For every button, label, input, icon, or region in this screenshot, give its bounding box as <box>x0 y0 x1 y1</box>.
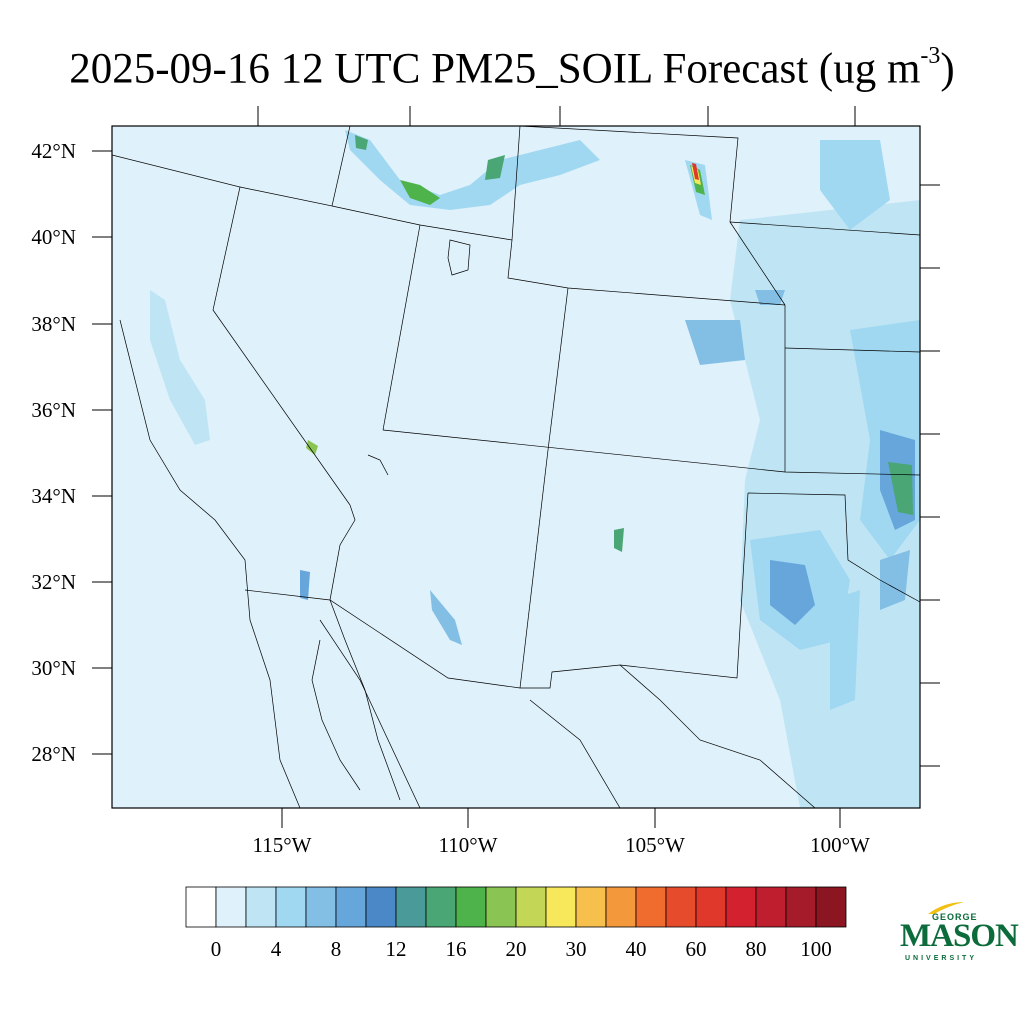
colorbar-swatch <box>695 886 727 928</box>
logo-line2: MASON <box>900 918 1019 954</box>
wyoming-nebraska-border <box>519 126 786 306</box>
colorbar <box>185 886 847 928</box>
kansas-oklahoma-border <box>784 347 920 353</box>
map-frame <box>111 125 921 809</box>
colorbar-swatch <box>725 886 757 928</box>
colorbar-swatch <box>635 886 667 928</box>
colorbar-swatch <box>485 886 517 928</box>
chart-title: 2025-09-16 12 UTC PM25_SOIL Forecast (ug… <box>0 30 1024 99</box>
rio-grande <box>619 664 816 808</box>
lat-label-30: 30°N <box>31 656 76 680</box>
colorbar-swatch <box>545 886 577 928</box>
boundaries <box>112 126 920 808</box>
colorbar-swatch <box>755 886 787 928</box>
colorbar-label: 8 <box>330 937 342 961</box>
colorbar-label: 16 <box>445 937 467 961</box>
baja-east-coast <box>329 599 401 801</box>
california-valley-region <box>150 290 210 445</box>
snake-plain-green <box>400 180 440 205</box>
arizona-california-border <box>329 504 356 601</box>
colorbar-swatch <box>455 886 487 928</box>
plains-streak-1 <box>830 590 860 710</box>
oklahoma-green-spot <box>888 462 913 515</box>
baja-spot <box>300 570 310 600</box>
colorbar-swatch <box>305 886 337 928</box>
colorbar-swatch <box>665 886 697 928</box>
lat-label-36: 36°N <box>31 398 76 422</box>
colorbar-swatch <box>395 886 427 928</box>
us-mexico-border <box>244 589 521 689</box>
colorbar-label: 4 <box>270 937 282 961</box>
lat-label-42: 42°N <box>31 139 76 163</box>
left-ticks <box>92 150 112 755</box>
colorbar-swatch <box>365 886 397 928</box>
colorbar-swatch <box>245 886 277 928</box>
arizona-spot <box>430 590 462 645</box>
colorbar-label: 80 <box>745 937 767 961</box>
lat-label-32: 32°N <box>31 570 76 594</box>
lon-label-105: 105°W <box>625 833 685 857</box>
california-nevada-border <box>112 154 351 506</box>
colorbar-swatch <box>275 886 307 928</box>
colorbar-label: 100 <box>800 937 832 961</box>
nebraska-medium-region <box>820 140 890 230</box>
colorbar-label: 30 <box>565 937 587 961</box>
colorbar-swatch <box>605 886 637 928</box>
wyoming-colorado-border <box>507 239 786 306</box>
colorbar-label: 12 <box>385 937 407 961</box>
colorbar-swatch <box>185 886 217 928</box>
lat-label-28: 28°N <box>31 742 76 766</box>
colorbar-swatch <box>515 886 547 928</box>
lat-label-38: 38°N <box>31 312 76 336</box>
colorbar-label: 0 <box>210 937 222 961</box>
utah-boundary <box>382 224 421 431</box>
colorbar-label: 20 <box>505 937 527 961</box>
lon-label-100: 100°W <box>810 833 870 857</box>
colorbar-label: 60 <box>685 937 707 961</box>
bottom-ticks <box>281 808 841 828</box>
colorado-medium-region <box>685 320 745 365</box>
great-salt-lake <box>447 239 471 276</box>
gmu-logo: GEORGE MASON UNIVERSITY <box>896 898 1019 970</box>
colorbar-swatch <box>815 886 847 928</box>
sea-of-cortez-coast <box>311 639 361 791</box>
logo-line1: GEORGE <box>932 912 978 922</box>
right-ticks <box>920 184 940 767</box>
top-ticks <box>257 106 856 126</box>
new-mexico-spot <box>614 528 624 552</box>
logo-swoosh-icon <box>928 902 964 914</box>
logo-line3: UNIVERSITY <box>905 955 978 962</box>
colorbar-swatch <box>425 886 457 928</box>
idaho-green-2 <box>355 135 368 150</box>
lon-label-110: 110°W <box>438 833 498 857</box>
title-main: 2025-09-16 12 UTC PM25_SOIL Forecast (ug… <box>69 45 921 93</box>
lat-label-40: 40°N <box>31 225 76 249</box>
mexico-state-line-1 <box>319 619 421 808</box>
idaho-utah-border <box>331 126 521 241</box>
nevada-spot <box>306 440 318 455</box>
idaho-green <box>485 155 505 180</box>
plains-streak-2 <box>880 550 910 610</box>
colorbar-swatch <box>335 886 367 928</box>
colorbar-label: 40 <box>625 937 647 961</box>
nebraska-kansas-border <box>729 221 920 236</box>
oklahoma-texas-border <box>747 492 920 603</box>
title-exponent: -3 <box>920 43 941 69</box>
lon-label-115: 115°W <box>252 833 312 857</box>
lat-label-34: 34°N <box>31 484 76 508</box>
arizona-newmexico-border <box>519 449 549 689</box>
lake-mead <box>367 454 389 476</box>
colorbar-swatch <box>215 886 247 928</box>
texas-dark-region <box>770 560 815 625</box>
california-coast <box>119 319 301 808</box>
title-close: ) <box>940 45 955 93</box>
forecast-shading <box>150 130 920 808</box>
mexico-state-line-2 <box>529 699 621 808</box>
texas-newmexico-border <box>520 492 749 689</box>
utah-colorado-border <box>547 287 569 451</box>
colorbar-swatch <box>575 886 607 928</box>
wyoming-plume-red <box>692 163 699 180</box>
colorbar-swatch <box>785 886 817 928</box>
